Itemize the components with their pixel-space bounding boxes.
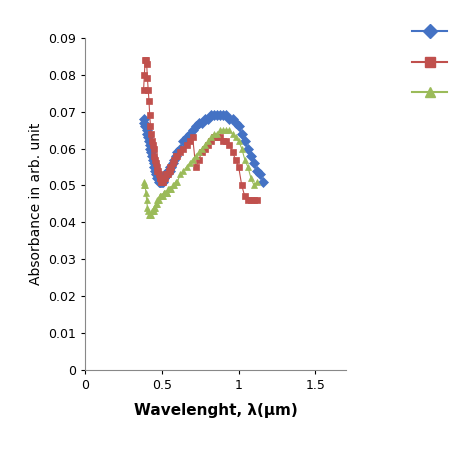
Y-axis label: Absorbance in arb. unit: Absorbance in arb. unit — [29, 123, 43, 285]
Legend: , , : , , — [408, 21, 462, 105]
X-axis label: Wavelenght, λ(μm): Wavelenght, λ(μm) — [134, 403, 298, 418]
